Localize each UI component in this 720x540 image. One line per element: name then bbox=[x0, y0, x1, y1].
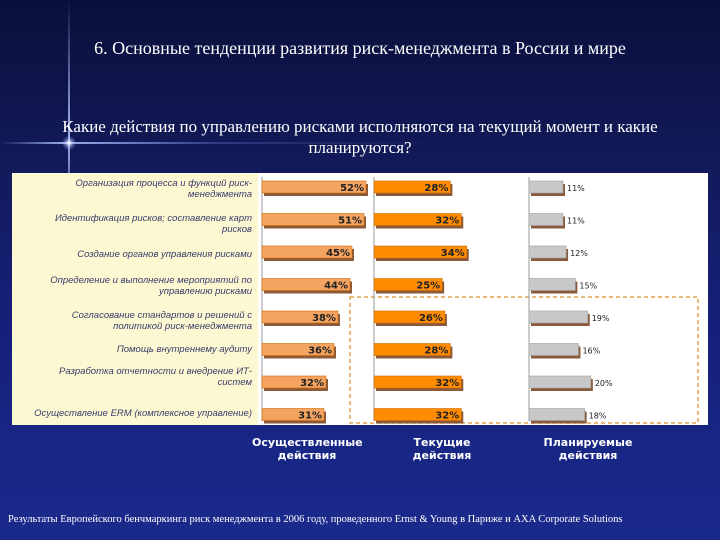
bar bbox=[261, 180, 367, 194]
bar bbox=[528, 180, 564, 194]
bar-chart: 52% 51% 45% 44% 38% 36% 32% 31% 28% 32% 34% 25% 26% 2… bbox=[261, 177, 699, 424]
bar-value-label: 38% bbox=[312, 313, 336, 324]
bar-value-label: 45% bbox=[326, 248, 350, 259]
bar-value-label: 25% bbox=[416, 281, 440, 292]
decorative-star bbox=[62, 136, 76, 150]
bar-value-label: 15% bbox=[579, 282, 597, 291]
bar bbox=[528, 213, 564, 226]
slide-title: 6. Основные тенденции развития риск-мене… bbox=[94, 38, 626, 58]
bar-value-label: 26% bbox=[419, 313, 443, 324]
bar bbox=[261, 278, 351, 291]
bar bbox=[373, 278, 443, 291]
bar-value-label: 19% bbox=[592, 314, 610, 323]
bar-value-label: 44% bbox=[324, 281, 348, 292]
chart-panel: Организация процесса и функций риск-мене… bbox=[12, 173, 708, 425]
bar-value-label: 52% bbox=[340, 183, 364, 194]
bar-value-label: 32% bbox=[300, 378, 324, 389]
bar-value-label: 11% bbox=[567, 217, 585, 226]
bar-value-label: 11% bbox=[567, 184, 585, 193]
category-label: Помощь внутреннему аудиту bbox=[116, 344, 252, 355]
bar-value-label: 20% bbox=[595, 379, 613, 388]
bar bbox=[528, 343, 579, 356]
bar-value-label: 36% bbox=[308, 346, 332, 357]
column-label-done: Осуществленные действия bbox=[252, 436, 363, 462]
bar bbox=[261, 375, 327, 389]
highlight-frame bbox=[349, 296, 699, 424]
bar-value-label: 28% bbox=[424, 183, 448, 194]
category-label: Создание органов управления рисками bbox=[77, 249, 252, 260]
slide-question: Какие действия по управлению рисками исп… bbox=[62, 117, 658, 157]
bar bbox=[373, 213, 462, 226]
bar-value-label: 32% bbox=[435, 378, 459, 389]
bar bbox=[528, 310, 589, 324]
bar-value-label: 34% bbox=[441, 248, 465, 259]
bar bbox=[373, 375, 462, 389]
column-label-current: Текущие действия bbox=[412, 436, 472, 462]
bar-value-label: 16% bbox=[582, 347, 600, 356]
decorative-glow-vertical bbox=[68, 0, 70, 230]
bar bbox=[373, 180, 451, 194]
bar bbox=[373, 343, 451, 356]
bar-value-label: 31% bbox=[298, 411, 322, 422]
bar-value-label: 51% bbox=[338, 216, 362, 227]
bar bbox=[373, 245, 468, 259]
bar-value-label: 18% bbox=[589, 412, 607, 421]
category-labels-panel: Организация процесса и функций риск-мене… bbox=[12, 173, 258, 425]
category-label: Осуществление ERM (комплексное управлени… bbox=[34, 408, 252, 419]
bar bbox=[528, 245, 567, 259]
category-label: Организация процесса и функций риск-мене… bbox=[75, 178, 252, 200]
bar bbox=[261, 213, 365, 226]
bar bbox=[528, 408, 585, 421]
bar-value-label: 28% bbox=[424, 346, 448, 357]
bar bbox=[528, 278, 576, 291]
bar bbox=[373, 408, 462, 421]
bar-value-label: 32% bbox=[435, 411, 459, 422]
source-note: Результаты Европейского бенчмаркинга рис… bbox=[8, 514, 623, 525]
category-label: Идентификация рисков; составление карт р… bbox=[54, 213, 252, 235]
bar-value-label: 32% bbox=[435, 216, 459, 227]
category-label: Разработка отчетности и внедрение ИТ-сис… bbox=[59, 366, 252, 388]
category-label: Определение и выполнение мероприятий по … bbox=[50, 275, 252, 297]
bar bbox=[261, 245, 353, 259]
bar-value-label: 12% bbox=[570, 249, 588, 258]
bar bbox=[373, 310, 446, 324]
category-label: Согласование стандартов и решений с поли… bbox=[71, 310, 252, 332]
decorative-glow-horizontal bbox=[0, 142, 720, 144]
bar bbox=[261, 343, 335, 356]
bar bbox=[261, 310, 339, 324]
bar bbox=[261, 408, 325, 421]
column-label-planned: Планируемые действия bbox=[543, 436, 633, 462]
bar bbox=[528, 375, 592, 389]
